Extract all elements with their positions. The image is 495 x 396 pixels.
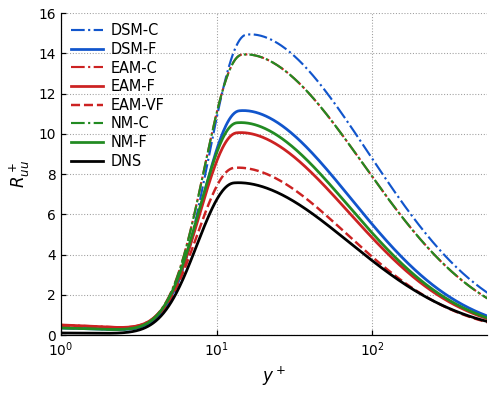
DSM-C (116, 327, 122, 332)
DSM-C (476, 284, 482, 289)
NM-F (409, 271, 415, 276)
NM-C (113, 327, 119, 332)
DSM-F (58, 326, 64, 330)
DSM-C (409, 214, 415, 219)
EAM-C (117, 325, 123, 329)
DSM-F (265, 114, 271, 119)
DNS (265, 186, 271, 191)
DNS (476, 317, 482, 322)
NM-F (476, 312, 482, 317)
EAM-VF (265, 172, 271, 177)
EAM-F (58, 323, 64, 327)
NM-F (485, 316, 491, 320)
DSM-C (248, 32, 253, 37)
DSM-C (58, 326, 64, 330)
DNS (100, 331, 106, 336)
NM-C (485, 296, 491, 301)
Line: DSM-F: DSM-F (61, 110, 488, 329)
EAM-VF (262, 171, 268, 176)
DNS (58, 331, 64, 335)
EAM-VF (313, 205, 319, 209)
NM-F (112, 327, 118, 332)
DNS (262, 185, 268, 190)
DSM-F (485, 314, 491, 318)
EAM-VF (116, 326, 122, 331)
NM-F (265, 128, 271, 132)
EAM-F (409, 274, 415, 278)
DSM-C (262, 35, 268, 40)
Line: EAM-F: EAM-F (61, 133, 488, 327)
DNS (291, 199, 297, 204)
Line: DSM-C: DSM-C (61, 34, 488, 329)
EAM-C (313, 99, 319, 104)
X-axis label: $y^+$: $y^+$ (262, 365, 286, 388)
DSM-F (240, 108, 246, 113)
DNS (236, 180, 242, 185)
EAM-VF (58, 324, 64, 328)
NM-C (58, 326, 64, 330)
NM-C (409, 227, 415, 232)
EAM-VF (236, 165, 242, 170)
EAM-VF (409, 286, 415, 290)
NM-C (244, 52, 249, 57)
Y-axis label: $R^+_{uu}$: $R^+_{uu}$ (7, 160, 32, 188)
Line: EAM-VF: EAM-VF (61, 168, 488, 328)
DNS (313, 214, 319, 219)
DSM-C (265, 36, 271, 40)
EAM-VF (291, 187, 297, 191)
EAM-F (265, 137, 271, 142)
EAM-F (291, 154, 297, 159)
DNS (409, 287, 415, 291)
DSM-C (291, 53, 297, 57)
NM-C (262, 56, 268, 61)
NM-C (291, 75, 297, 80)
NM-F (291, 145, 297, 150)
EAM-C (262, 56, 268, 61)
NM-F (238, 120, 244, 125)
EAM-F (476, 313, 482, 318)
EAM-F (117, 325, 123, 330)
NM-F (262, 126, 268, 131)
DSM-F (262, 113, 268, 118)
EAM-C (485, 296, 491, 301)
EAM-C (476, 291, 482, 295)
Line: DNS: DNS (61, 183, 488, 333)
EAM-C (291, 75, 297, 80)
EAM-F (262, 136, 268, 141)
NM-C (476, 291, 482, 295)
EAM-C (409, 227, 415, 232)
DSM-F (313, 155, 319, 160)
Line: EAM-C: EAM-C (61, 54, 488, 327)
DSM-C (313, 77, 319, 82)
DSM-F (409, 265, 415, 270)
EAM-F (238, 130, 244, 135)
DSM-F (476, 310, 482, 315)
NM-C (313, 99, 319, 104)
DSM-F (113, 327, 119, 332)
EAM-C (265, 57, 271, 62)
DNS (485, 319, 491, 324)
NM-C (265, 57, 271, 62)
DSM-F (291, 132, 297, 137)
EAM-F (485, 316, 491, 321)
EAM-C (244, 52, 249, 57)
EAM-F (313, 175, 319, 180)
Line: NM-C: NM-C (61, 54, 488, 329)
Line: NM-F: NM-F (61, 123, 488, 329)
EAM-VF (485, 320, 491, 325)
Legend: DSM-C, DSM-F, EAM-C, EAM-F, EAM-VF, NM-C, NM-F, DNS: DSM-C, DSM-F, EAM-C, EAM-F, EAM-VF, NM-C… (68, 21, 167, 171)
EAM-VF (476, 318, 482, 322)
NM-F (313, 168, 319, 172)
EAM-C (58, 323, 64, 327)
NM-F (58, 326, 64, 330)
DSM-C (485, 290, 491, 295)
